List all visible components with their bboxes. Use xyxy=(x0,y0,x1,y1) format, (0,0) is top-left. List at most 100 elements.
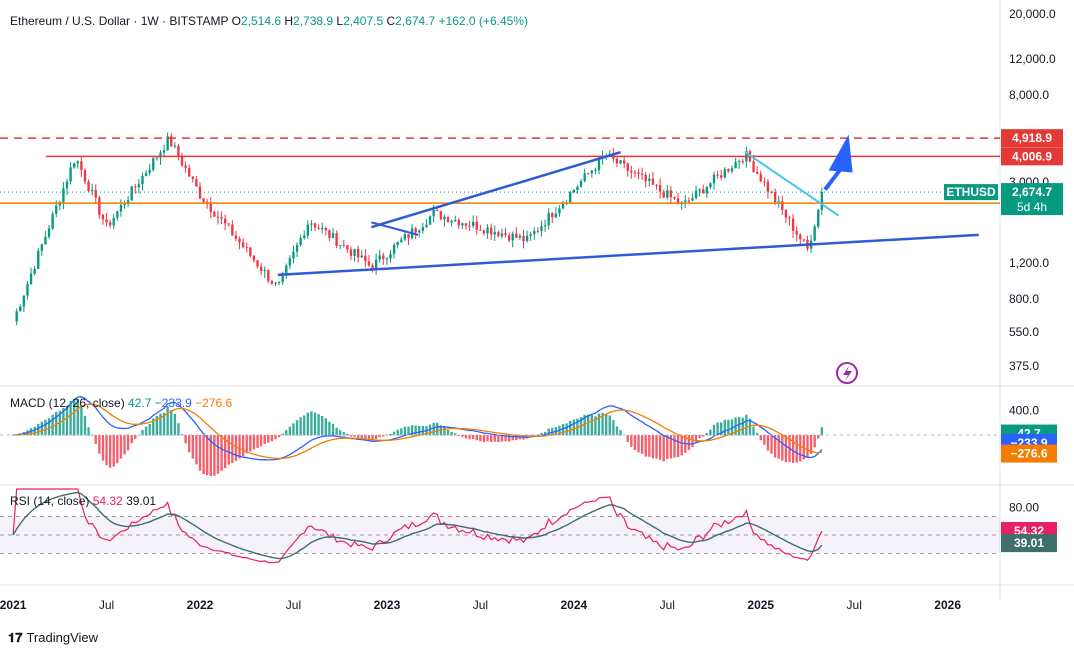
macd-histogram-bar xyxy=(770,435,773,454)
macd-histogram-bar xyxy=(605,413,608,436)
macd-histogram-bar xyxy=(134,435,137,439)
macd-histogram-bar xyxy=(216,435,220,474)
macd-histogram-bar xyxy=(317,414,320,436)
tradingview-logo[interactable]: 𝟏𝟕 TradingView xyxy=(8,630,98,646)
macd-histogram-bar xyxy=(802,435,806,460)
macd-histogram-bar xyxy=(658,435,662,460)
symbol-header: Ethereum / U.S. Dollar · 1W · BITSTAMP O… xyxy=(10,14,528,28)
macd-legend[interactable]: MACD (12, 26, close) 42.7 −233.9 −276.6 xyxy=(10,396,232,410)
macd-histogram-bar xyxy=(806,435,809,458)
candle-body xyxy=(328,230,331,238)
macd-histogram-bar xyxy=(382,435,385,437)
candle-body xyxy=(658,184,662,192)
macd-histogram-bar xyxy=(206,435,209,476)
candle-body xyxy=(220,217,223,219)
candle-body xyxy=(633,172,637,174)
macd-histogram-bar xyxy=(328,421,331,436)
candle-body xyxy=(259,266,263,272)
candle-body xyxy=(310,223,313,225)
candle-body xyxy=(396,242,399,246)
candle-body xyxy=(403,234,407,240)
candle-body xyxy=(791,218,795,231)
candle-body xyxy=(374,259,378,270)
macd-histogram-bar xyxy=(799,435,802,462)
time-tick-label-3: Jul xyxy=(286,598,301,612)
macd-histogram-bar xyxy=(177,423,180,436)
macd-histogram-bar xyxy=(119,435,123,459)
rsi-legend[interactable]: RSI (14, close) 54.32 39.01 xyxy=(10,494,156,508)
candle-body xyxy=(432,209,435,217)
macd-histogram-bar xyxy=(342,432,345,436)
macd-histogram-bar xyxy=(112,435,115,467)
candle-body xyxy=(817,209,820,227)
candle-body xyxy=(561,203,565,209)
candle-body xyxy=(547,212,550,226)
macd-histogram-bar xyxy=(285,430,288,436)
candle-body xyxy=(673,197,676,199)
candle-body xyxy=(669,190,673,198)
macd-histogram-bar xyxy=(421,425,425,436)
macd-histogram-bar xyxy=(680,435,683,456)
macd-histogram-bar xyxy=(511,435,514,441)
macd-histogram-bar xyxy=(47,417,51,436)
macd-histogram-bar xyxy=(195,435,198,465)
macd-histogram-bar xyxy=(389,433,392,436)
candle-body xyxy=(457,219,460,226)
macd-histogram-bar xyxy=(482,435,486,443)
macd-histogram-bar xyxy=(651,435,655,459)
candle-body xyxy=(65,181,69,189)
macd-histogram-bar xyxy=(188,435,191,453)
macd-histogram-bar xyxy=(105,435,108,466)
candle-body xyxy=(108,222,112,226)
macd-histogram-bar xyxy=(781,435,784,461)
candle-body xyxy=(655,184,658,186)
candle-body xyxy=(443,216,446,220)
macd-histogram-bar xyxy=(198,435,202,471)
macd-line xyxy=(13,396,823,461)
macd-histogram-bar xyxy=(662,435,665,462)
macd-histogram-bar xyxy=(468,435,471,440)
macd-histogram-bar xyxy=(547,428,550,436)
candle-body xyxy=(418,230,421,233)
candle-body xyxy=(446,216,450,223)
candle-body xyxy=(313,223,317,228)
candle-body xyxy=(44,236,47,245)
candle-body xyxy=(651,178,655,185)
high-value: 2,738.9 xyxy=(293,14,334,28)
macd-histogram-bar xyxy=(259,435,263,447)
candle-body xyxy=(752,161,755,173)
candle-body xyxy=(813,226,816,241)
countdown-label: 5d 4h xyxy=(1017,200,1047,214)
high-label: H xyxy=(284,14,294,28)
candle-body xyxy=(468,225,471,227)
macd-histogram-bar xyxy=(349,435,353,437)
candle-body xyxy=(299,237,302,245)
rsi-tag-1 xyxy=(1001,534,1057,553)
price-tick-label-1: 12,000.0 xyxy=(1009,52,1056,66)
time-tick-label-1: Jul xyxy=(99,598,114,612)
candle-body xyxy=(551,212,554,218)
candle-body xyxy=(119,204,123,212)
candle-body xyxy=(245,247,248,249)
low-label: L xyxy=(336,14,344,28)
macd-histogram-bar xyxy=(37,423,40,436)
macd-histogram-bar xyxy=(691,435,694,447)
macd-histogram-bar xyxy=(655,435,658,459)
macd-histogram-bar xyxy=(543,431,547,436)
candle-body xyxy=(504,233,507,236)
macd-histogram-bar xyxy=(94,435,97,444)
macd-histogram-bar xyxy=(400,428,403,436)
candle-body xyxy=(252,255,256,261)
macd-histogram-bar xyxy=(633,435,637,450)
macd-histogram-bar xyxy=(705,432,709,436)
macd-histogram-bar xyxy=(144,426,148,436)
candle-body xyxy=(152,158,155,170)
macd-histogram-bar xyxy=(730,419,734,436)
candle-body xyxy=(288,258,292,266)
macd-histogram-bar xyxy=(418,425,421,436)
candle-body xyxy=(80,161,83,171)
candle-body xyxy=(130,186,133,201)
macd-histogram-bar xyxy=(748,418,752,436)
